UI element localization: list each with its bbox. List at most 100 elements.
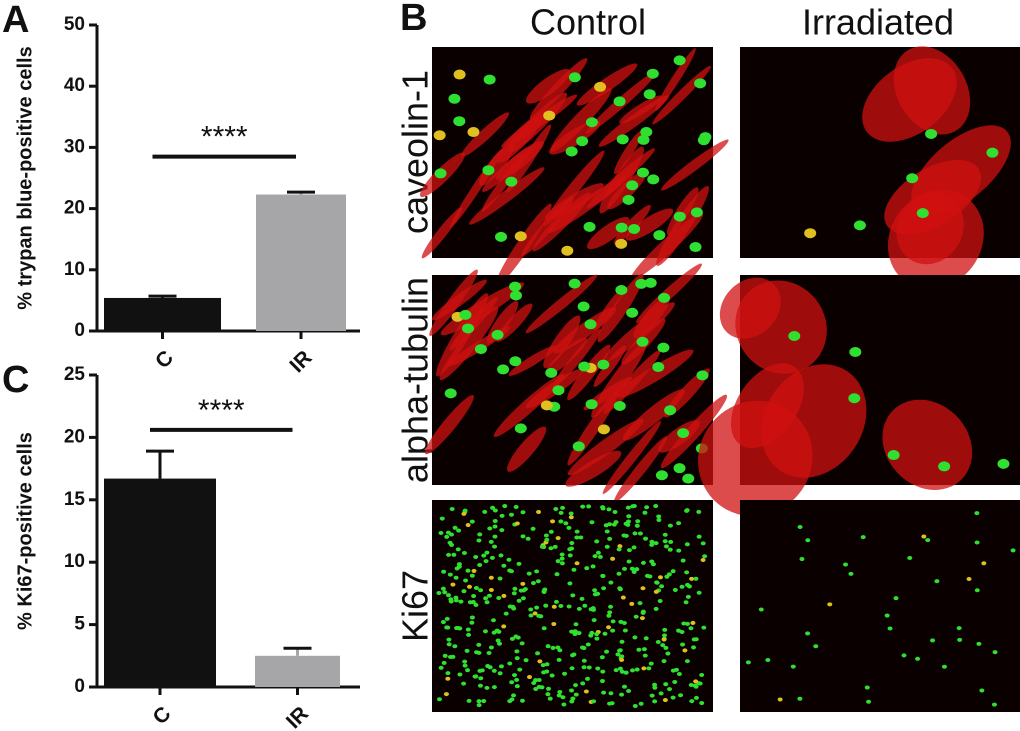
nucleus xyxy=(586,504,592,509)
nucleus xyxy=(617,586,623,591)
nucleus xyxy=(444,534,450,539)
nucleus xyxy=(592,588,598,593)
cell xyxy=(576,63,638,106)
nucleus xyxy=(466,632,472,637)
y-tick-label: 20 xyxy=(64,426,85,447)
nucleus xyxy=(608,604,614,609)
nucleus xyxy=(453,116,466,127)
cell xyxy=(525,274,598,334)
nucleus xyxy=(758,607,764,612)
cell xyxy=(508,345,557,376)
nucleus xyxy=(576,136,589,147)
nucleus xyxy=(658,691,664,696)
nucleus xyxy=(616,571,622,576)
nucleus xyxy=(848,393,861,404)
nucleus xyxy=(907,555,913,560)
significance-label: **** xyxy=(201,121,248,154)
nucleus xyxy=(489,555,495,560)
nucleus xyxy=(515,635,521,640)
nucleus xyxy=(476,703,482,708)
nucleus xyxy=(472,674,478,679)
nucleus xyxy=(520,510,526,515)
nucleus xyxy=(599,679,605,684)
nucleus xyxy=(572,441,585,452)
nucleus xyxy=(620,595,626,600)
nucleus xyxy=(540,400,553,411)
nucleus xyxy=(974,588,980,593)
nucleus xyxy=(592,592,598,597)
nucleus xyxy=(611,522,617,527)
nucleus xyxy=(643,89,656,100)
nucleus xyxy=(491,685,497,690)
nucleus xyxy=(520,596,526,601)
nucleus xyxy=(441,569,447,574)
nucleus xyxy=(539,544,545,549)
nucleus xyxy=(446,637,452,642)
nucleus xyxy=(461,681,467,686)
nucleus xyxy=(603,523,609,528)
nucleus xyxy=(672,587,678,592)
nucleus xyxy=(531,680,537,685)
cell xyxy=(862,58,957,142)
x-tick-label: C xyxy=(148,702,175,729)
nucleus xyxy=(679,629,685,634)
nucleus xyxy=(640,560,646,565)
nucleus xyxy=(441,660,447,665)
nucleus xyxy=(585,642,591,647)
nucleus xyxy=(471,568,477,573)
nucleus xyxy=(568,515,574,520)
nucleus xyxy=(528,607,534,612)
nucleus xyxy=(974,540,980,545)
column-header: Control xyxy=(530,2,646,43)
nucleus xyxy=(530,581,536,586)
nucleus xyxy=(619,692,625,697)
nucleus xyxy=(545,686,551,691)
nucleus xyxy=(623,533,629,538)
nucleus xyxy=(633,614,639,619)
nucleus xyxy=(499,528,505,533)
nucleus xyxy=(561,245,574,256)
nucleus xyxy=(655,640,661,645)
nucleus xyxy=(653,541,659,546)
nucleus xyxy=(434,168,447,179)
nucleus xyxy=(453,69,466,80)
nucleus xyxy=(678,693,684,698)
nucleus xyxy=(574,535,580,540)
nucleus xyxy=(541,626,547,631)
nucleus xyxy=(580,504,586,509)
nucleus xyxy=(519,698,525,703)
nucleus xyxy=(941,664,947,669)
nucleus xyxy=(509,636,515,641)
nucleus xyxy=(514,684,520,689)
nucleus xyxy=(640,610,646,615)
nucleus xyxy=(525,536,531,541)
nucleus xyxy=(688,626,694,631)
nucleus xyxy=(664,405,677,416)
cell xyxy=(424,394,474,455)
nucleus xyxy=(745,660,751,665)
nucleus xyxy=(652,699,658,704)
nucleus xyxy=(957,637,963,642)
nucleus xyxy=(597,359,610,370)
nucleus xyxy=(488,539,494,544)
nucleus xyxy=(497,641,503,646)
nucleus xyxy=(629,566,635,571)
nucleus xyxy=(465,568,471,573)
nucleus xyxy=(677,428,690,439)
cell xyxy=(545,337,587,376)
nucleus xyxy=(491,668,497,673)
nucleus xyxy=(528,613,534,618)
nucleus xyxy=(702,554,708,559)
cell xyxy=(439,306,499,381)
nucleus xyxy=(689,242,702,253)
nucleus xyxy=(567,553,573,558)
nucleus xyxy=(523,658,529,663)
nucleus xyxy=(622,628,628,633)
nucleus xyxy=(637,601,643,606)
nucleus xyxy=(682,473,695,484)
nucleus xyxy=(569,541,575,546)
nucleus xyxy=(609,701,615,706)
nucleus xyxy=(637,134,650,145)
nucleus xyxy=(594,81,607,92)
nucleus xyxy=(659,584,665,589)
